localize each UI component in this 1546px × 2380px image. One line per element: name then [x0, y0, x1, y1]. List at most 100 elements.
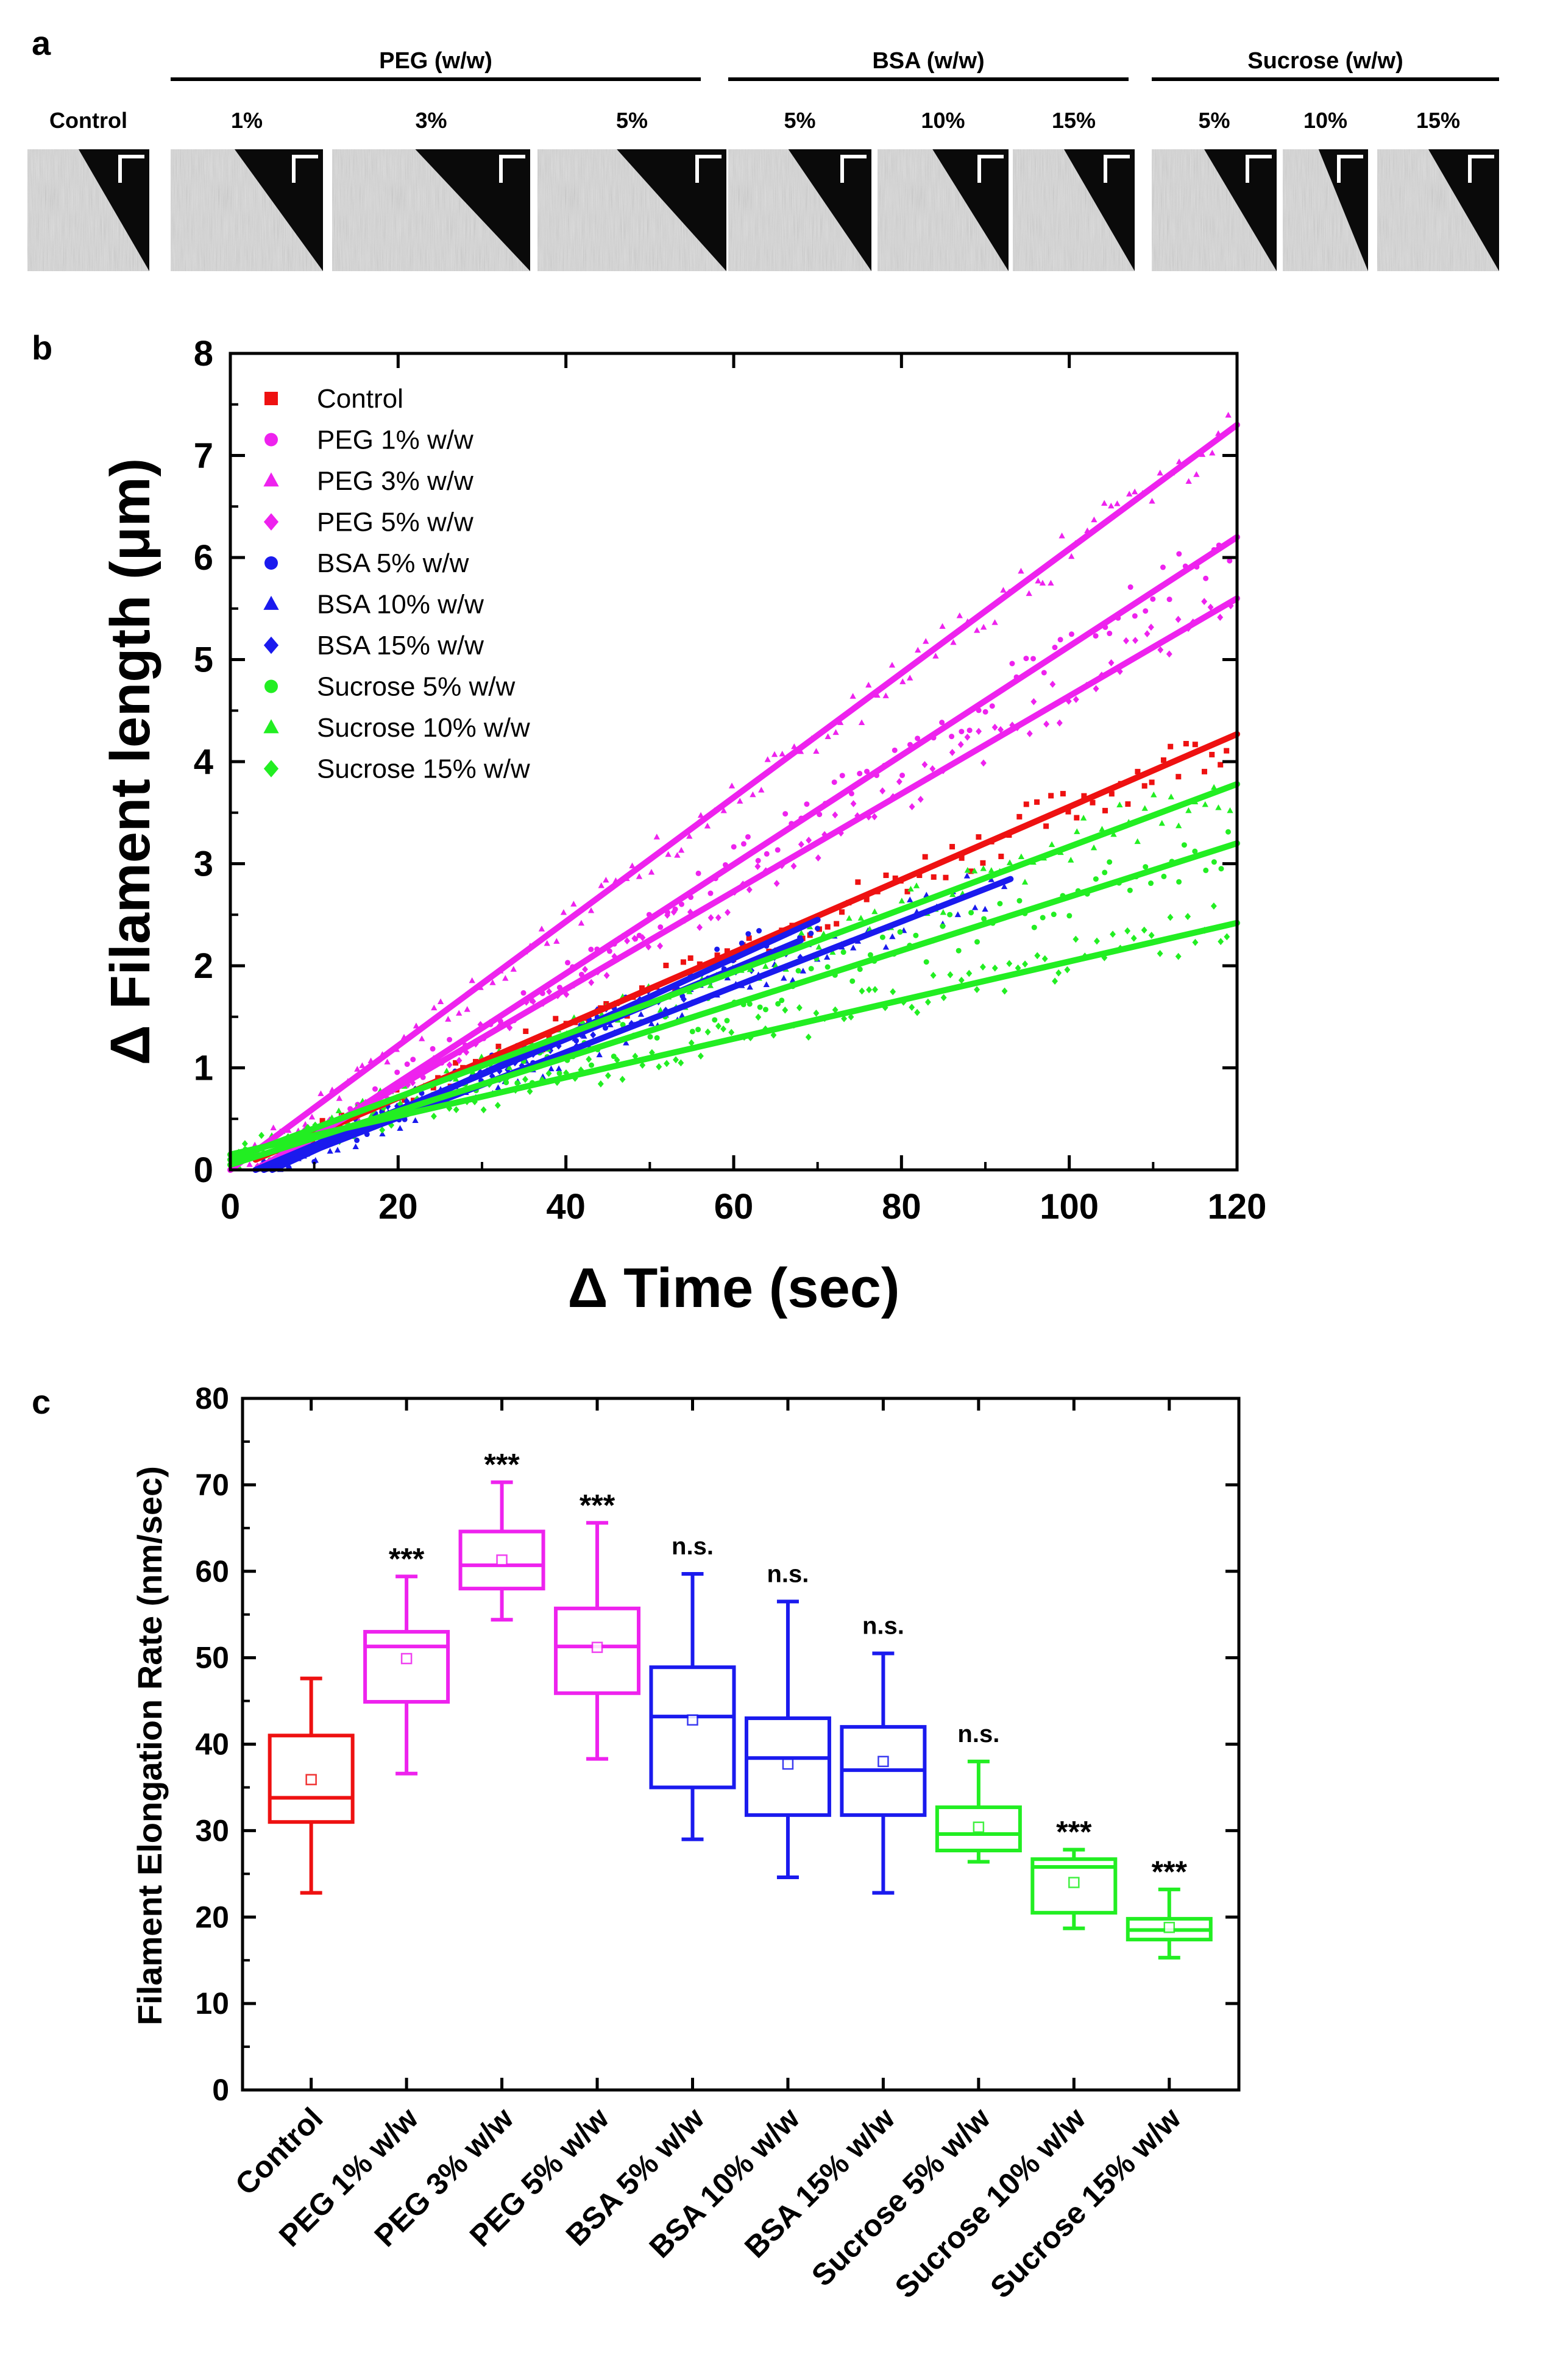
data-point	[410, 1057, 416, 1063]
data-point	[764, 851, 770, 857]
data-point	[631, 935, 638, 942]
y-tick-label: 2	[194, 946, 213, 986]
data-point	[829, 949, 836, 955]
data-point	[1048, 579, 1054, 586]
x-tick-label: 20	[378, 1187, 418, 1227]
fit-line	[261, 534, 1240, 1173]
kymograph-scale-corner	[1104, 155, 1130, 183]
legend-marker	[263, 595, 279, 610]
data-point	[739, 940, 745, 946]
legend-entry: Sucrose 15% w/w	[263, 754, 530, 784]
data-point	[697, 812, 704, 818]
data-point	[555, 1042, 562, 1050]
data-point	[954, 911, 962, 918]
data-point	[974, 986, 980, 993]
kymograph-label: 5%	[1198, 108, 1230, 133]
x-tick-label: 60	[714, 1187, 754, 1227]
box-peg-5-w-w: ***	[554, 1488, 641, 1761]
data-point	[453, 1106, 459, 1114]
data-point	[924, 998, 931, 1006]
data-point	[1048, 793, 1054, 799]
data-point	[781, 975, 787, 981]
data-point	[494, 1102, 501, 1109]
data-point	[560, 909, 567, 915]
data-point	[1210, 784, 1218, 790]
data-point	[1052, 977, 1058, 985]
data-point	[587, 907, 595, 913]
panel-c-plot-frame	[241, 1397, 1241, 2092]
data-point	[998, 726, 1004, 734]
data-point	[1026, 730, 1033, 737]
data-point	[950, 639, 957, 645]
legend-marker	[263, 636, 279, 654]
data-point	[1209, 751, 1215, 757]
box-sucrose-10-w-w: ***	[1030, 1815, 1118, 1930]
data-point	[707, 982, 714, 988]
data-point	[867, 952, 873, 958]
data-point	[665, 851, 672, 857]
data-point	[1161, 873, 1167, 879]
data-point	[824, 733, 831, 740]
data-point	[943, 874, 949, 880]
data-point	[658, 924, 664, 930]
data-point	[890, 988, 896, 996]
kymograph-label: 10%	[1303, 108, 1347, 133]
fit-line	[252, 595, 1240, 1173]
data-point	[957, 741, 964, 748]
data-point	[815, 926, 821, 932]
data-point	[746, 1001, 753, 1007]
kymograph-label: 5%	[616, 108, 648, 133]
legend-entry: BSA 10% w/w	[263, 590, 484, 620]
data-point	[545, 1069, 552, 1077]
y-tick-label: 80	[195, 1381, 229, 1415]
data-point	[773, 880, 780, 887]
category-label: Sucrose 5% w/w	[805, 2101, 997, 2293]
data-point	[602, 1025, 608, 1031]
kymograph-control	[27, 149, 149, 271]
data-point	[359, 1062, 366, 1068]
data-point	[815, 943, 822, 950]
data-point	[813, 1009, 820, 1017]
data-point	[1060, 791, 1066, 797]
data-point	[991, 723, 998, 731]
data-point	[898, 898, 906, 904]
data-point	[405, 1081, 411, 1089]
data-point	[840, 949, 846, 955]
fit-line	[227, 840, 1240, 1168]
x-tick-label: 40	[546, 1187, 586, 1227]
data-point	[1132, 637, 1138, 644]
data-point	[1150, 596, 1156, 602]
kymograph-filament-wedge	[1318, 149, 1368, 271]
data-point	[779, 750, 785, 757]
data-point	[958, 976, 965, 984]
data-point	[782, 811, 789, 817]
data-point	[1131, 488, 1138, 495]
data-point	[757, 1004, 763, 1010]
data-point	[394, 1069, 400, 1075]
data-point	[1065, 697, 1072, 705]
data-point	[1227, 807, 1233, 813]
data-point	[832, 1006, 839, 1014]
data-point	[1001, 987, 1008, 995]
data-point	[1043, 720, 1050, 728]
data-point	[821, 831, 828, 838]
iqr-box	[1030, 1857, 1118, 1915]
mean-marker	[591, 1642, 603, 1653]
kymograph-4	[728, 149, 871, 271]
panel-b-y-axis-title: Δ Filament length (μm)	[99, 458, 161, 1065]
data-point	[1157, 469, 1163, 476]
legend-marker	[264, 679, 278, 693]
data-point	[979, 963, 986, 971]
x-tick-label: 100	[1040, 1187, 1099, 1227]
data-point	[850, 800, 857, 807]
data-point	[982, 709, 988, 715]
data-point	[907, 885, 914, 892]
data-point	[1016, 898, 1023, 904]
data-point	[991, 964, 998, 972]
data-point	[707, 890, 714, 896]
legend-label: Sucrose 5% w/w	[317, 672, 515, 702]
data-point	[629, 862, 636, 868]
data-point	[1141, 783, 1147, 789]
panel-a-group-title: Sucrose (w/w)	[1247, 48, 1403, 74]
mean-marker	[1163, 1922, 1175, 1933]
